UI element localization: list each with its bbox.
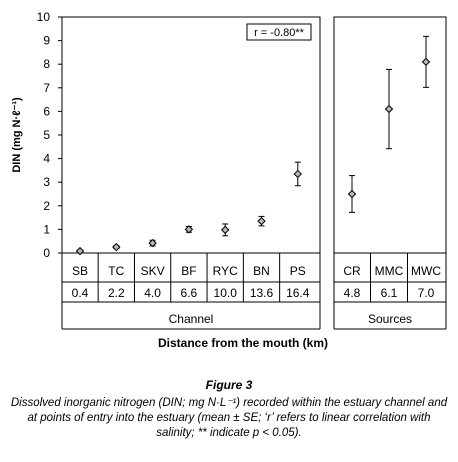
- y-axis-label: DIN (mg N·ℓ⁻¹): [11, 97, 23, 173]
- data-point: [347, 189, 357, 199]
- data-point: [257, 216, 266, 226]
- y-tick-label: 8: [43, 57, 50, 71]
- distance-label: 16.4: [286, 286, 310, 300]
- y-tick-label: 3: [43, 175, 50, 189]
- category-label: MMC: [375, 264, 404, 278]
- correlation-label: r = -0.80**: [254, 27, 305, 39]
- y-tick-label: 10: [37, 10, 51, 24]
- plot-panel-sources: [333, 16, 447, 254]
- distance-label: 6.6: [181, 286, 198, 300]
- distance-label: 2.2: [108, 286, 125, 300]
- din-chart: 0 1 2 3 4 5 6 7 8 9 10 SB 0.4 TC 2.2 SKV 4.0 BF 6.6 RYC 10.0…: [11, 10, 447, 350]
- category-label: SKV: [141, 264, 165, 278]
- group-label: Sources: [368, 312, 412, 326]
- distance-label: 7.0: [418, 286, 435, 300]
- figure-caption: Dissolved inorganic nitrogen (DIN; mg N·…: [10, 397, 448, 439]
- data-point: [421, 57, 431, 67]
- figure-title: Figure 3: [205, 378, 253, 392]
- category-label: SB: [72, 264, 88, 278]
- data-point: [293, 169, 303, 179]
- data-point: [148, 238, 157, 248]
- category-label: MWC: [411, 264, 441, 278]
- y-tick-label: 9: [43, 34, 50, 48]
- y-tick-label: 2: [43, 199, 50, 213]
- distance-label: 4.8: [344, 286, 361, 300]
- y-tick-label: 4: [43, 152, 50, 166]
- category-label: PS: [290, 264, 306, 278]
- category-label: BN: [253, 264, 270, 278]
- data-point: [75, 246, 85, 256]
- data-point: [220, 225, 230, 235]
- chart-axes: 0 1 2 3 4 5 6 7 8 9 10 SB 0.4 TC 2.2 SKV 4.0 BF 6.6 RYC 10.0…: [37, 10, 447, 330]
- distance-label: 6.1: [381, 286, 398, 300]
- category-label: TC: [108, 264, 124, 278]
- category-label: RYC: [213, 264, 238, 278]
- data-point: [184, 225, 194, 234]
- plot-panel-channel: [61, 16, 321, 254]
- data-point: [112, 242, 121, 252]
- distance-label: 0.4: [72, 286, 89, 300]
- group-label: Channel: [169, 312, 214, 326]
- category-label: BF: [181, 264, 196, 278]
- data-point: [384, 104, 394, 114]
- y-tick-label: 1: [43, 222, 50, 236]
- y-tick-label: 0: [43, 246, 50, 260]
- x-axis-title: Distance from the mouth (km): [158, 336, 328, 350]
- category-label: CR: [343, 264, 361, 278]
- y-tick-label: 6: [43, 104, 50, 118]
- distance-label: 13.6: [250, 286, 274, 300]
- distance-label: 10.0: [214, 286, 238, 300]
- distance-label: 4.0: [144, 286, 161, 300]
- chart-marks: [75, 35, 431, 256]
- y-tick-label: 7: [43, 81, 50, 95]
- correlation-annotation: r = -0.80**: [246, 23, 312, 41]
- y-tick-label: 5: [43, 128, 50, 142]
